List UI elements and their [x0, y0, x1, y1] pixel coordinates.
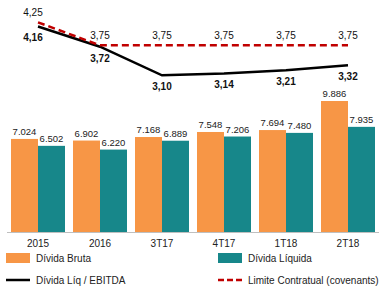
- line-label: 3,75: [152, 30, 172, 41]
- line-label: 3,75: [276, 30, 296, 41]
- bar-label: 6.902: [75, 128, 99, 139]
- bar: [162, 141, 189, 232]
- bar: [348, 127, 375, 232]
- bar: [11, 139, 38, 232]
- bar-label: 7.024: [13, 126, 37, 137]
- category-label: 1T18: [275, 238, 298, 249]
- bar-label: 7.480: [288, 120, 312, 131]
- line: [38, 26, 348, 75]
- bar: [100, 150, 127, 232]
- data-labels: 7.024 6.902 7.168 7.548 7.694 9.886 6.502 6.220…: [13, 7, 374, 147]
- bar: [38, 146, 65, 232]
- legend-swatch: [218, 279, 242, 282]
- category-label: 3T17: [151, 238, 174, 249]
- legend-swatch: [218, 253, 242, 263]
- line-label: 3,75: [90, 30, 110, 41]
- legend-label: Limite Contratual (covenants): [248, 275, 379, 286]
- bar-label: 9.886: [323, 88, 347, 99]
- line-label: 4,16: [23, 32, 43, 43]
- line-label: 3,32: [338, 71, 358, 82]
- legend-swatch: [6, 279, 30, 282]
- bar: [197, 132, 224, 232]
- line-label: 3,75: [214, 30, 234, 41]
- bar: [135, 137, 162, 232]
- x-axis-line: [7, 232, 379, 233]
- bar-label: 6.889: [164, 128, 188, 139]
- legend: Dívida Bruta Dívida Líquida Dívida Líq / E…: [6, 253, 379, 286]
- bar-label: 7.206: [226, 124, 250, 135]
- line: [38, 22, 348, 45]
- category-label: 2T18: [337, 238, 360, 249]
- bar-label: 7.548: [199, 119, 223, 130]
- legend-label: Dívida Líq / EBITDA: [36, 275, 126, 286]
- bar-label: 7.935: [350, 114, 374, 125]
- bar: [259, 130, 286, 232]
- category-label: 2016: [89, 238, 112, 249]
- plot-marks: [11, 22, 375, 232]
- bar-label: 6.220: [102, 137, 126, 148]
- category-label: 2015: [27, 238, 50, 249]
- legend-label: Dívida Líquida: [248, 253, 312, 264]
- line-label: 3,72: [90, 53, 110, 64]
- legend-swatch: [6, 253, 30, 263]
- bar: [224, 137, 251, 232]
- line-label: 3,21: [276, 76, 296, 87]
- bar: [321, 101, 348, 232]
- chart: 7.024 6.902 7.168 7.548 7.694 9.886 6.502 6.220…: [0, 0, 391, 294]
- bar-label: 7.694: [261, 117, 285, 128]
- bar-label: 6.502: [40, 133, 64, 144]
- bar-label: 7.168: [137, 124, 161, 135]
- category-label: 4T17: [213, 238, 236, 249]
- legend-label: Dívida Bruta: [36, 253, 91, 264]
- line-label: 3,14: [214, 79, 234, 90]
- bar: [286, 133, 313, 232]
- line-label: 3,10: [152, 81, 172, 92]
- line-label: 3,75: [338, 30, 358, 41]
- bar: [73, 141, 100, 232]
- line-label: 4,25: [23, 7, 43, 18]
